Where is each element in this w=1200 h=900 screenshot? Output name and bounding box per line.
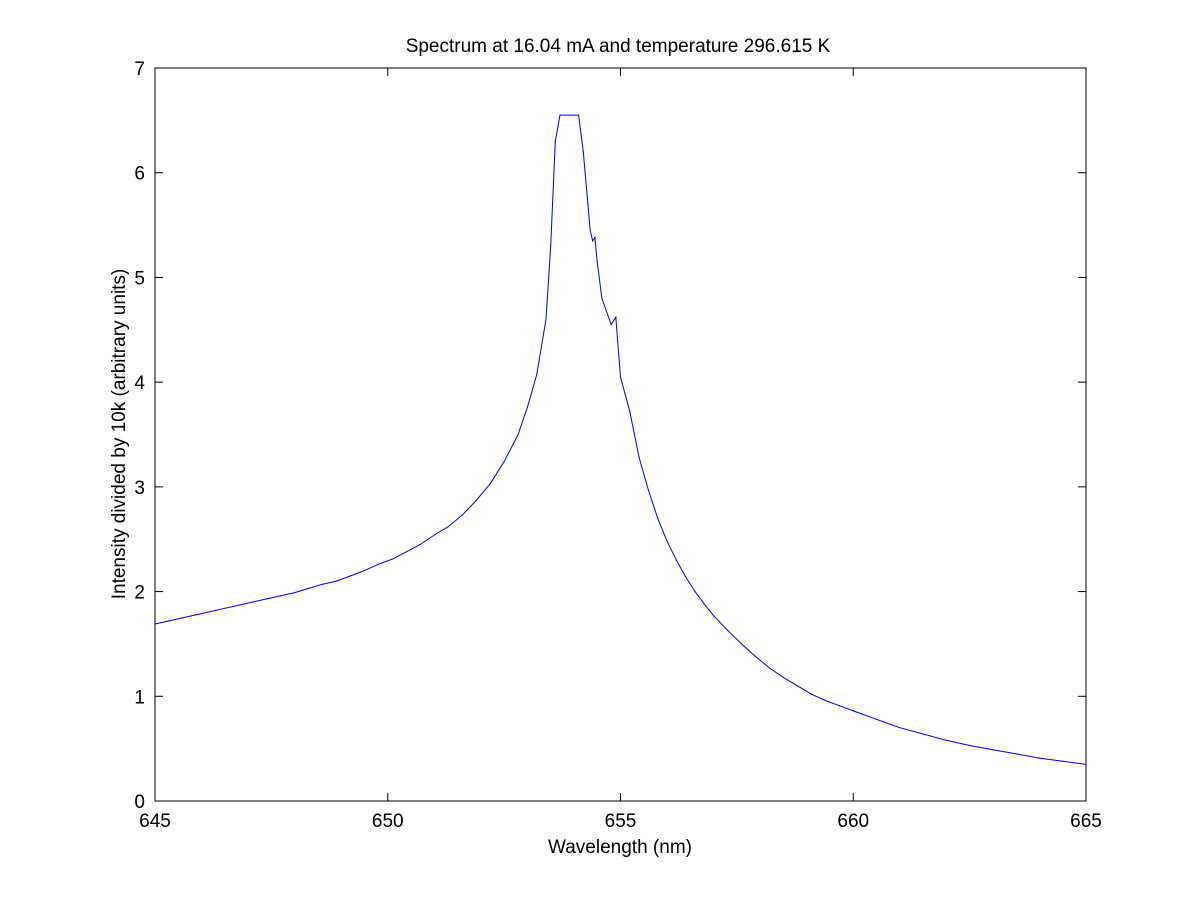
spectrum-point [782, 676, 785, 679]
spectrum-point [433, 534, 435, 536]
y-tick-label: 5 [134, 268, 145, 289]
spectrum-point [727, 629, 729, 631]
spectrum-point [266, 598, 268, 600]
axis-tick-labels: 645 650 655 660 665 0 1 2 3 4 5 6 7 [134, 59, 1101, 832]
spectrum-point [824, 699, 826, 702]
spectrum-point [545, 318, 547, 320]
spectrum-point [582, 151, 584, 153]
spectrum-point [666, 540, 668, 542]
spectrum-point [1038, 757, 1040, 759]
spectrum-point [899, 727, 901, 729]
x-tick-label: 650 [372, 811, 404, 832]
axis-ticks [154, 67, 1087, 802]
spectrum-point [335, 580, 338, 582]
spectrum-point [685, 576, 687, 578]
spectrum-point [619, 376, 622, 378]
spectrum-point [1015, 753, 1017, 755]
chart-title: Spectrum at 16.04 mA and temperature 296… [406, 36, 831, 57]
spectrum-point [405, 551, 407, 553]
y-tick-label: 7 [134, 59, 145, 80]
spectrum-point [601, 297, 603, 299]
spectrum-point [308, 587, 310, 590]
spectrum-point [647, 489, 650, 491]
y-tick-label: 4 [134, 373, 145, 394]
spectrum-point [592, 240, 594, 242]
spectrum-point [810, 693, 813, 695]
spectrum-point [252, 601, 254, 603]
spectrum-point [629, 410, 631, 413]
spectrum-point [391, 558, 393, 560]
y-tick-label: 1 [134, 687, 145, 708]
spectrum-point [992, 749, 994, 751]
x-tick-label: 665 [1070, 811, 1102, 832]
spectrum-point [713, 615, 715, 617]
y-axis-label: Intensity divided by 10k (arbitrary unit… [109, 269, 130, 600]
spectrum-point [596, 261, 598, 263]
spectrum-point [280, 595, 282, 597]
axes-box [154, 67, 1087, 802]
spectrum-point [238, 604, 240, 606]
spectrum-point [589, 229, 591, 231]
spectrum-point [675, 559, 678, 561]
spectrum-point [419, 543, 421, 546]
spectrum-point [363, 570, 366, 572]
spectrum-point [224, 607, 226, 609]
x-tick-label: 645 [139, 811, 171, 832]
spectrum-point [559, 114, 561, 116]
spectrum-point [1085, 763, 1087, 766]
spectrum-point [377, 563, 379, 565]
spectrum-point [594, 237, 596, 239]
spectrum-point [615, 316, 617, 318]
spectrum-point [922, 733, 924, 735]
spectrum-point [852, 710, 854, 712]
x-axis-label: Wavelength (nm) [548, 837, 692, 858]
spectrum-point [475, 499, 477, 502]
spectrum-point [754, 655, 757, 658]
spectrum-point [168, 620, 170, 622]
spectrum-point [796, 685, 799, 687]
x-tick-label: 655 [605, 811, 637, 832]
y-tick-label: 2 [134, 583, 145, 604]
spectrum-point [703, 603, 705, 605]
spectrum-point [322, 583, 324, 585]
spectrum-point [969, 744, 971, 747]
spectrum-point [875, 718, 878, 720]
spectrum-point [550, 245, 552, 247]
spectrum-points [154, 114, 1087, 766]
spectrum-point [447, 526, 449, 528]
y-tick-label: 0 [134, 792, 145, 813]
spectrum-point [461, 514, 463, 516]
spectrum-point [552, 193, 554, 195]
spectrum-point [768, 667, 771, 669]
spectrum-point [294, 592, 296, 594]
spectrum-point [554, 140, 556, 142]
spectrum-point [349, 575, 352, 577]
spectrum-point [1062, 760, 1064, 762]
y-tick-label: 3 [134, 478, 145, 499]
spectrum-point [526, 406, 529, 408]
spectrum-point [587, 203, 589, 205]
spectrum-point [182, 617, 184, 619]
spectrum-point [638, 456, 640, 459]
spectrum-point [489, 483, 491, 485]
y-tick-label: 6 [134, 164, 145, 185]
spectrum-point [517, 433, 519, 436]
spectrum-point [945, 739, 948, 741]
spectrum-point [610, 324, 612, 326]
spectrum-point [154, 623, 156, 625]
spectrum-point [536, 374, 538, 376]
spectrum-point [694, 591, 696, 593]
x-tick-label: 660 [837, 811, 869, 832]
spectrum-point [578, 114, 580, 116]
spectrum-point [503, 461, 505, 463]
spectrum-point [657, 517, 659, 519]
spectrum-point [210, 610, 212, 613]
spectrum-point [838, 705, 840, 707]
spectrum-point [196, 614, 198, 616]
spectrum-point [740, 643, 743, 645]
plot-area: 645 650 655 660 665 0 1 2 3 4 5 6 7 [134, 59, 1101, 832]
